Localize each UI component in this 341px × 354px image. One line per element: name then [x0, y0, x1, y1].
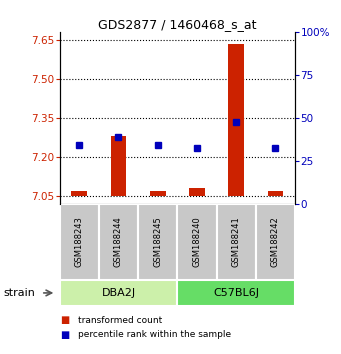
Text: GSM188244: GSM188244 [114, 216, 123, 267]
Bar [150, 190, 166, 196]
Bar [267, 190, 283, 196]
Bar [99, 204, 138, 280]
Text: transformed count: transformed count [78, 316, 163, 325]
Text: ■: ■ [60, 315, 69, 325]
Text: percentile rank within the sample: percentile rank within the sample [78, 330, 232, 339]
Bar [217, 204, 256, 280]
Text: C57BL6J: C57BL6J [213, 288, 259, 298]
Bar [60, 204, 99, 280]
Bar [189, 188, 205, 196]
Text: GSM188240: GSM188240 [192, 216, 202, 267]
Bar [60, 280, 177, 306]
Text: GSM188245: GSM188245 [153, 216, 162, 267]
Bar [138, 204, 177, 280]
Bar [228, 44, 244, 196]
Text: GSM188241: GSM188241 [232, 216, 241, 267]
Text: strain: strain [3, 288, 35, 298]
Bar [256, 204, 295, 280]
Text: ■: ■ [60, 330, 69, 339]
Text: GSM188242: GSM188242 [271, 216, 280, 267]
Text: GSM188243: GSM188243 [75, 216, 84, 267]
Bar [177, 280, 295, 306]
Bar [110, 136, 126, 196]
Bar [72, 190, 87, 196]
Title: GDS2877 / 1460468_s_at: GDS2877 / 1460468_s_at [98, 18, 256, 31]
Text: DBA2J: DBA2J [101, 288, 136, 298]
Bar [177, 204, 217, 280]
